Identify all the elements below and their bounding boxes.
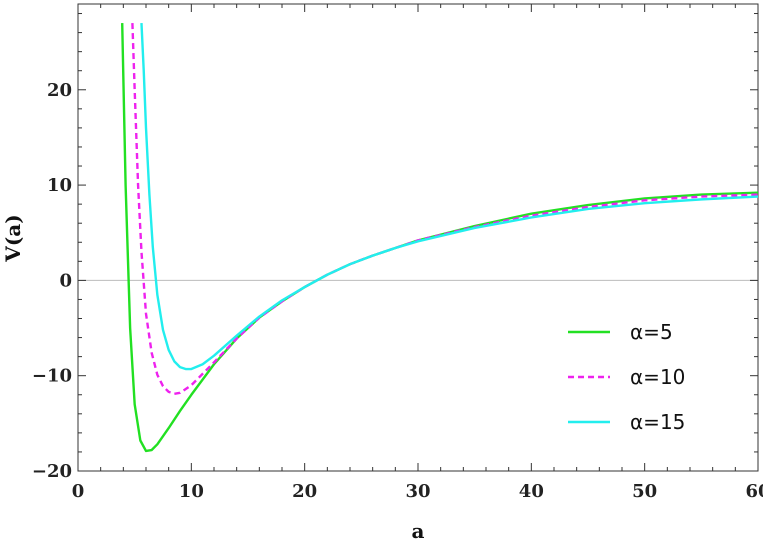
x-tick-label: 30: [405, 481, 430, 502]
y-tick-label: 10: [47, 175, 72, 196]
series-line: [131, 23, 759, 395]
plot-frame: [77, 3, 759, 472]
x-tick-label: 20: [292, 481, 317, 502]
axis-tick-labels: 0 10 20 30 40 50 60 −20 −10 0 10 20: [32, 80, 763, 502]
y-tick-label: −10: [32, 366, 72, 387]
x-tick-label: 40: [519, 481, 544, 502]
x-tick-label: 10: [179, 481, 204, 502]
y-axis-title: V(a): [1, 214, 25, 262]
legend: α=5 α=10 α=15: [568, 320, 685, 434]
y-tick-label: 0: [59, 270, 72, 291]
legend-label: α=10: [630, 365, 685, 389]
x-tick-label: 60: [745, 481, 763, 502]
axis-ticks: [77, 4, 759, 472]
x-axis-title: a: [412, 519, 425, 543]
series-lines: [121, 23, 759, 453]
x-tick-label: 50: [632, 481, 657, 502]
series-line: [140, 23, 759, 371]
legend-label: α=5: [630, 320, 673, 344]
x-tick-label: 0: [72, 481, 85, 502]
legend-label: α=15: [630, 410, 685, 434]
y-tick-label: −20: [32, 461, 72, 482]
y-tick-label: 20: [47, 80, 72, 101]
